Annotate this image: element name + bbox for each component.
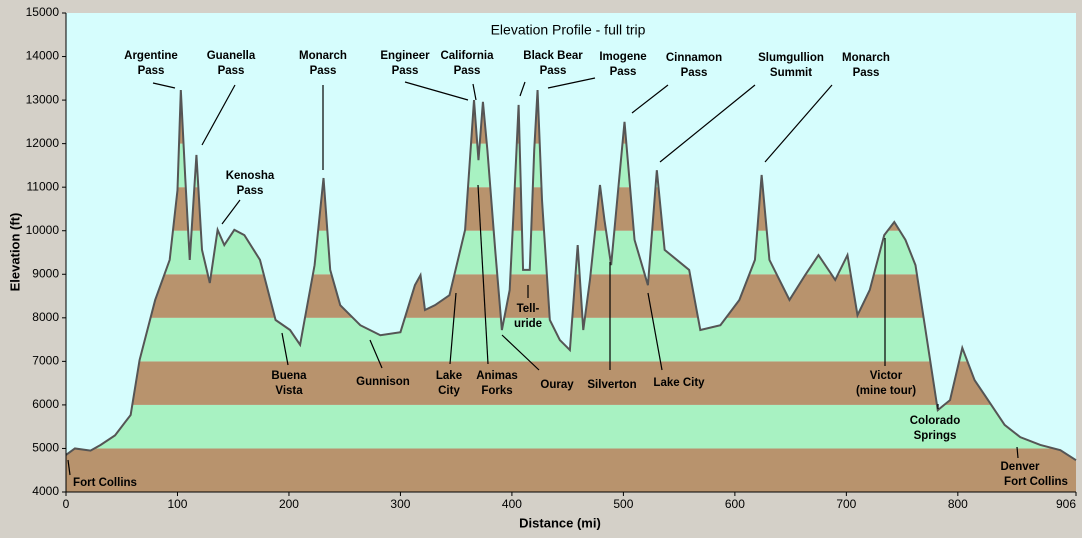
elevation-band [66,448,1076,492]
x-tick-label: 700 [836,497,856,511]
x-tick-label: 800 [948,497,968,511]
annotation-leader [631,84,669,114]
annotation-label: Forks [481,385,512,397]
annotation-leader [221,199,241,225]
annotation-leader [501,334,540,371]
annotation-leader [659,84,756,163]
elevation-band [66,404,1076,449]
annotation-leader [201,84,236,146]
y-tick-label: 15000 [26,5,60,19]
annotation-label: Pass [310,65,337,77]
y-tick-label: 14000 [26,49,60,63]
annotation-label: Monarch [842,52,890,64]
annotation-label: City [438,385,460,397]
annotation-label: Vista [275,385,303,397]
annotation-label: Silverton [587,379,636,391]
annotation-label: Pass [610,66,637,78]
x-axis-label: Distance (mi) [519,515,601,530]
annotation-label: Pass [454,65,481,77]
y-tick-label: 7000 [32,354,59,368]
annotation-leader [519,81,526,97]
x-tick-label: 300 [390,497,410,511]
y-tick-label: 4000 [32,484,59,498]
annotation-label: Animas [476,370,518,382]
annotation-label: Springs [914,430,957,442]
annotation-label: Denver [1001,461,1041,473]
annotation-label: Summit [770,67,812,79]
annotation-label: Cinnamon [666,52,722,64]
annotation-label: Buena [271,370,307,382]
annotation-label: Imogene [599,51,646,63]
y-tick-label: 10000 [26,223,60,237]
annotation-label: Engineer [380,50,430,62]
y-tick-label: 11000 [27,179,60,193]
annotation-label: Pass [681,67,708,79]
y-tick-label: 5000 [32,441,59,455]
x-tick-label: 0 [63,497,70,511]
annotation-label: Monarch [299,50,347,62]
y-tick-label: 13000 [26,92,60,106]
x-tick-label: 906 [1056,497,1076,511]
annotation-label: Lake [436,370,462,382]
y-tick-label: 6000 [32,397,59,411]
annotation-label: Pass [392,65,419,77]
annotation-label: Kenosha [226,170,275,182]
x-tick-label: 600 [725,497,745,511]
annotation-label: Tell- [517,303,540,315]
annotation-label: Ouray [540,379,574,391]
annotation-leader [369,339,383,369]
annotation-label: (mine tour) [856,385,916,397]
y-axis-label: Elevation (ft) [7,213,22,292]
annotation-label: uride [514,318,542,330]
annotation-label: Victor [870,370,903,382]
x-tick-label: 400 [502,497,522,511]
chart-title: Elevation Profile - full trip [491,22,646,38]
annotation-label: Pass [853,67,880,79]
annotation-label: Guanella [207,50,256,62]
annotation-label: Pass [218,65,245,77]
annotation-leader [647,292,663,371]
annotation-label: Pass [138,65,165,77]
annotation-label: Fort Collins [73,477,137,489]
annotation-leader [1016,446,1019,459]
elevation-line [65,90,1077,462]
annotation-leader [547,77,596,89]
annotation-leader [67,459,71,476]
annotation-leader [764,84,833,163]
y-tick-label: 9000 [32,266,59,280]
annotation-leader [449,292,457,365]
x-tick-label: 200 [279,497,299,511]
annotation-label: Fort Collins [1004,476,1068,488]
annotation-label: Lake City [653,377,705,389]
annotation-label: Black Bear [523,50,583,62]
annotation-label: Argentine [124,50,178,62]
annotation-leader [281,332,289,366]
y-tick-label: 8000 [32,310,59,324]
elevation-band [66,361,1076,405]
annotation-leader [472,83,477,101]
y-tick-label: 12000 [26,136,60,150]
x-tick-label: 500 [613,497,633,511]
annotation-leader [152,82,176,89]
annotation-label: Pass [237,185,264,197]
x-tick-label: 100 [167,497,187,511]
annotation-label: California [440,50,494,62]
annotation-label: Slumgullion [758,52,824,64]
annotation-leader [477,184,489,365]
annotation-label: Gunnison [356,376,410,388]
annotation-label: Colorado [910,415,960,427]
annotation-leader [404,81,469,101]
annotation-label: Pass [540,65,567,77]
